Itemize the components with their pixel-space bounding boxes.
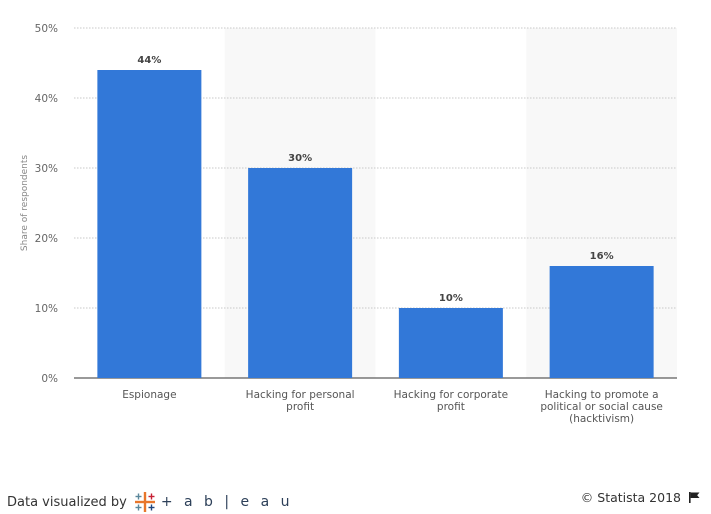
x-tick-label: Hacking to promote a	[545, 389, 659, 401]
x-tick-label: Hacking for corporate	[394, 389, 508, 401]
bar[interactable]	[248, 168, 353, 378]
data-label: 10%	[439, 293, 463, 304]
bar[interactable]	[398, 308, 503, 378]
statista-credit[interactable]: © Statista 2018	[580, 490, 681, 505]
x-tick-label: political or social cause	[540, 401, 663, 413]
y-tick-label: 10%	[35, 303, 58, 315]
tableau-logo[interactable]: + a b | e a u	[133, 490, 293, 514]
x-tick-label: Espionage	[122, 389, 176, 401]
data-label: 44%	[137, 55, 161, 66]
y-tick-label: 50%	[35, 23, 58, 35]
y-tick-label: 40%	[35, 93, 58, 105]
viz-label: Data visualized by	[7, 494, 127, 510]
data-label: 30%	[288, 153, 312, 164]
bar[interactable]	[549, 266, 654, 378]
x-tick-label: (hacktivism)	[569, 413, 634, 425]
y-axis-label: Share of respondents	[20, 155, 30, 252]
tableau-wordmark: + a b | e a u	[160, 494, 294, 510]
y-tick-label: 20%	[35, 233, 58, 245]
flag-icon[interactable]	[688, 491, 701, 504]
bar-chart: 0% 10% 20% 30% 40% 50% 44% Espionage 30% Hacking …	[20, 23, 677, 425]
footer: Data visualized by + a b | e a u © Stati…	[0, 484, 711, 512]
data-visualized-by[interactable]: Data visualized by + a b | e a u	[7, 490, 293, 514]
x-tick-label: Hacking for personal	[246, 389, 355, 401]
x-tick-label: profit	[286, 401, 314, 413]
bar[interactable]	[97, 70, 202, 378]
x-tick-label: profit	[437, 401, 465, 413]
y-tick-label: 30%	[35, 163, 58, 175]
tableau-cross-icon	[134, 492, 155, 512]
data-label: 16%	[590, 251, 614, 262]
y-tick-label: 0%	[41, 373, 58, 385]
